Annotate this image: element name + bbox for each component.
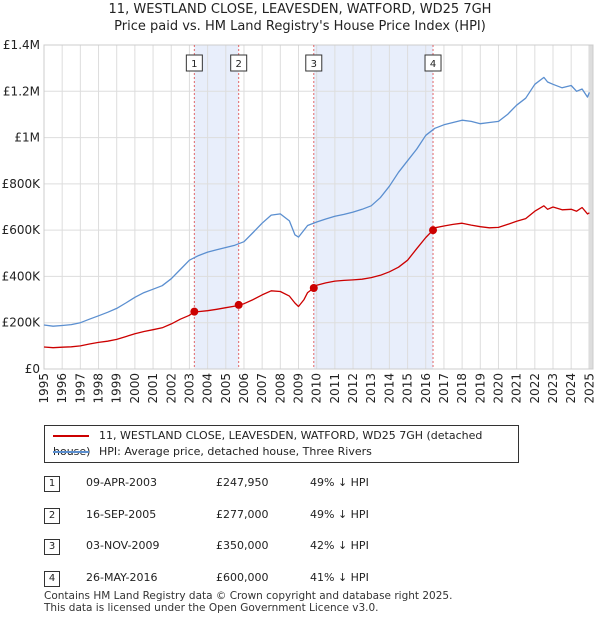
x-tick-label: 2018: [455, 373, 469, 404]
x-tick-label: 2004: [201, 373, 215, 404]
x-tick-label: 2003: [182, 373, 196, 404]
y-tick-label: £400K: [2, 269, 42, 283]
legend-swatch-hpi: [53, 451, 89, 453]
sale-price: £277,000: [216, 507, 269, 521]
x-tick-label: 1997: [73, 373, 87, 404]
sale-number-badge: 1: [44, 476, 60, 492]
chart-title: 11, WESTLAND CLOSE, LEAVESDEN, WATFORD, …: [108, 2, 492, 17]
sale-row: 1 09-APR-2003 £247,950 49% ↓ HPI: [44, 472, 474, 504]
legend-item-hpi: HPI: Average price, detached house, Thre…: [53, 444, 372, 460]
x-tick-label: 2001: [146, 373, 160, 404]
sale-hpi-diff: 41% ↓ HPI: [310, 570, 369, 584]
y-tick-label: £600K: [2, 223, 42, 237]
sale-hpi-diff: 49% ↓ HPI: [310, 476, 369, 489]
transaction-label: 3: [311, 59, 317, 70]
x-tick-label: 2009: [292, 373, 306, 404]
hpi-series-line: [43, 76, 591, 327]
x-tick-label: 2020: [491, 373, 505, 404]
transaction-marker: [309, 284, 318, 292]
x-tick-label: 2014: [382, 373, 396, 404]
x-tick-label: 1998: [92, 373, 106, 404]
x-tick-label: 2016: [419, 373, 433, 404]
transaction-marker: [429, 226, 438, 235]
x-tick-label: 2021: [510, 373, 524, 404]
x-tick-label: 2002: [164, 373, 178, 404]
x-tick-label: 2022: [528, 373, 542, 404]
x-tick-label: 2007: [255, 373, 269, 404]
sale-hpi-diff: 49% ↓ HPI: [310, 507, 369, 521]
legend: 11, WESTLAND CLOSE, LEAVESDEN, WATFORD, …: [44, 425, 519, 463]
x-tick-label: 2015: [401, 373, 415, 404]
transaction-marker: [190, 307, 199, 316]
sale-date: 09-APR-2003: [86, 476, 158, 489]
transaction-label-box: [305, 54, 323, 72]
ownership-period-shade: [194, 45, 239, 369]
x-tick-label: 2013: [364, 373, 378, 404]
sale-hpi-diff: 42% ↓ HPI: [310, 539, 369, 552]
legend-swatch-property: [53, 435, 89, 437]
x-tick-label: 2011: [328, 373, 342, 404]
y-tick-label: £1M: [14, 131, 40, 145]
sale-price: £247,950: [216, 476, 269, 489]
y-tick-label: £0: [25, 362, 40, 376]
sale-price: £600,000: [216, 570, 269, 584]
y-tick-label: £1.2M: [3, 84, 40, 98]
x-tick-label: 2023: [546, 373, 560, 404]
x-tick-label: 2000: [128, 373, 142, 404]
y-tick-label: £800K: [2, 177, 42, 191]
projection-hatch: [588, 45, 593, 369]
transaction-label-box: [185, 54, 203, 72]
sale-date: 16-SEP-2005: [86, 507, 157, 521]
sale-row: 2 16-SEP-2005 £277,000 49% ↓ HPI: [44, 504, 474, 536]
x-tick-label: 2012: [346, 373, 360, 404]
sale-number-badge: 2: [44, 507, 60, 524]
x-tick-label: 1996: [55, 373, 69, 404]
sales-table: 1 09-APR-2003 £247,950 49% ↓ HPI 2 16-SE…: [44, 472, 474, 598]
footer: Contains HM Land Registry data © Crown c…: [44, 590, 452, 614]
sale-date: 26-MAY-2016: [86, 570, 158, 584]
x-tick-label: 1995: [37, 373, 51, 404]
transaction-label-box: [230, 54, 248, 72]
transaction-label: 2: [236, 59, 242, 70]
footer-licence: This data is licensed under the Open Gov…: [44, 602, 379, 614]
x-tick-label: 2005: [219, 373, 233, 404]
y-tick-label: £1.4M: [3, 38, 40, 52]
legend-label-hpi: HPI: Average price, detached house, Thre…: [99, 445, 372, 458]
price-chart: £0 £200K £400K £600K £800K £1M £1.2M £1.4M 1995…: [2, 38, 597, 404]
transaction-label-box: [424, 54, 442, 72]
sale-number-badge: 3: [44, 539, 60, 555]
footer-copyright: Contains HM Land Registry data © Crown c…: [44, 590, 453, 602]
x-tick-label: 2025: [582, 373, 596, 404]
x-tick-label: 2019: [473, 373, 487, 404]
transaction-label: 1: [191, 59, 197, 70]
x-tick-label: 2006: [237, 373, 251, 404]
transaction-marker: [234, 300, 243, 309]
sale-date: 03-NOV-2009: [86, 539, 160, 552]
ownership-period-shade: [313, 45, 434, 369]
x-tick-label: 1999: [110, 373, 124, 404]
sale-number-badge: 4: [44, 570, 60, 587]
sale-row: 4 26-MAY-2016 £600,000 41% ↓ HPI: [44, 567, 474, 599]
sale-price: £350,000: [216, 539, 269, 552]
legend-item-property: 11, WESTLAND CLOSE, LEAVESDEN, WATFORD, …: [53, 428, 518, 458]
sale-row: 3 03-NOV-2009 £350,000 42% ↓ HPI: [44, 535, 474, 567]
x-tick-label: 2024: [564, 373, 578, 404]
x-tick-label: 2010: [310, 373, 324, 404]
x-tick-label: 2008: [273, 373, 287, 404]
y-tick-label: £200K: [2, 316, 42, 330]
chart-subtitle: Price paid vs. HM Land Registry's House …: [114, 19, 486, 34]
transaction-label: 4: [430, 59, 436, 70]
x-tick-label: 2017: [437, 373, 451, 404]
